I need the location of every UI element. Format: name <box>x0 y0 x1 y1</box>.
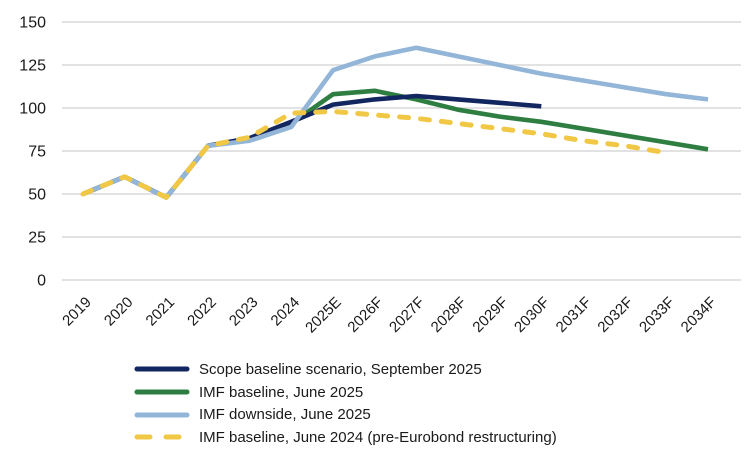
y-axis-tick-label: 0 <box>37 273 46 290</box>
series-line-imf-baseline-june-2024-pre-eurobond-rest <box>80 108 669 200</box>
legend-swatch-imf-baseline-june-2024-pre-eurobond-rest <box>134 434 190 440</box>
y-axis-tick-label: 25 <box>28 230 46 247</box>
legend-label: Scope baseline scenario, September 2025 <box>199 360 482 378</box>
x-axis-tick-label: 2028F <box>428 294 470 336</box>
y-axis-tick-label: 50 <box>28 187 46 204</box>
legend-label: IMF baseline, June 2024 (pre-Eurobond re… <box>199 428 557 446</box>
x-axis-tick-label: 2031F <box>553 294 595 336</box>
x-axis-tick-label: 2022 <box>184 294 220 330</box>
y-axis-tick-label: 125 <box>19 58 46 75</box>
x-axis-tick-label: 2023 <box>226 294 262 330</box>
x-axis-tick-label: 2019 <box>59 294 95 330</box>
x-axis-tick-label: 2026F <box>344 294 386 336</box>
x-axis-tick-label: 2024 <box>268 294 304 330</box>
x-axis-tick-label: 2033F <box>636 294 678 336</box>
legend-label: IMF downside, June 2025 <box>199 406 371 424</box>
y-axis-tick-label: 100 <box>19 101 46 118</box>
legend-item: Scope baseline scenario, September 2025 <box>134 358 557 381</box>
chart-svg: 0 25 50 75 100 125 150 2019 2020 2021 2022 2023 2024… <box>19 15 741 337</box>
x-axis-tick-label: 2020 <box>101 294 137 330</box>
legend-swatch-imf-downside-june-2025 <box>134 412 190 418</box>
series-line-imf-downside-june-2025 <box>82 45 709 200</box>
x-axis-tick-label: 2021 <box>143 294 179 330</box>
x-axis-tick-label: 2034F <box>678 294 720 336</box>
x-axis-tick-label: 2032F <box>594 294 636 336</box>
x-axis-tick-label: 2025E <box>302 294 345 337</box>
legend-swatch-imf-baseline-june-2025 <box>134 389 190 395</box>
legend-label: IMF baseline, June 2025 <box>199 383 364 401</box>
legend-item: IMF downside, June 2025 <box>134 403 557 426</box>
x-axis-tick-label: 2029F <box>469 294 511 336</box>
x-axis-tick-label: 2027F <box>386 294 428 336</box>
legend-swatch-scope-baseline-scenario-september-2025 <box>134 366 190 372</box>
legend-item: IMF baseline, June 2024 (pre-Eurobond re… <box>134 426 557 449</box>
y-axis-tick-label: 150 <box>19 15 46 32</box>
legend-item: IMF baseline, June 2025 <box>134 381 557 404</box>
x-axis-tick-label: 2030F <box>511 294 553 336</box>
y-axis-tick-label: 75 <box>28 144 46 161</box>
legend: Scope baseline scenario, September 2025 I… <box>134 358 557 449</box>
